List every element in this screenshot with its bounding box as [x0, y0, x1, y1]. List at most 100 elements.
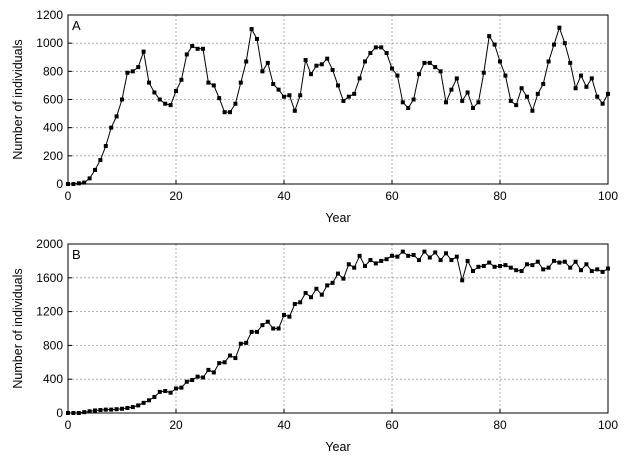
- panel-b-data-point: [163, 389, 168, 394]
- panel-a-data-point: [287, 93, 292, 98]
- panel-b-data-point: [433, 250, 438, 255]
- panel-b-data-point: [368, 258, 373, 263]
- panel-b-data-point: [357, 253, 362, 258]
- panel-a-data-point: [244, 59, 249, 64]
- panel-b-y-tick-label: 800: [43, 338, 63, 352]
- panel-a-data-point: [168, 103, 173, 108]
- panel-a-data-point: [341, 98, 346, 103]
- panel-a-data-point: [460, 98, 465, 103]
- panel-a-data-point: [303, 58, 308, 63]
- panel-a-data-point: [211, 83, 216, 88]
- panel-b-data-point: [471, 269, 475, 274]
- panel-a-data-point: [579, 73, 583, 78]
- panel-b-x-axis-title: Year: [325, 440, 350, 454]
- panel-a-data-point: [98, 158, 103, 163]
- panel-b-data-point: [579, 268, 583, 273]
- panel-a-data-point: [282, 94, 286, 99]
- panel-b-data-point: [363, 263, 367, 268]
- panel-b-data-point: [184, 379, 189, 384]
- panel-a-data-point: [514, 103, 519, 108]
- panel-a-data-point: [454, 76, 459, 81]
- panel-b-data-point: [287, 314, 292, 319]
- panel-b-data-point: [438, 258, 443, 263]
- panel-b-data-point: [595, 267, 600, 272]
- panel-a-data-point: [195, 46, 200, 51]
- panel-b-markers: [66, 249, 610, 415]
- panel-b-data-point: [233, 356, 238, 361]
- panel-b-data-point: [514, 268, 519, 273]
- panel-b-data-point: [444, 251, 448, 256]
- panel-b-data-point: [411, 252, 416, 257]
- panel-a-label: A: [72, 18, 81, 33]
- panel-a-data-point: [600, 101, 605, 106]
- panel-a-y-tick-label: 0: [56, 177, 63, 191]
- panel-b-data-point: [427, 255, 432, 260]
- panel-b-y-tick-label: 0: [56, 406, 63, 420]
- panel-b-data-point: [525, 262, 529, 267]
- panel-a-data-point: [395, 73, 400, 78]
- panel-b-data-point: [449, 258, 454, 263]
- panel-a-data-point: [406, 105, 411, 110]
- panel-a-data-point: [535, 91, 540, 96]
- panel-a-data-point: [87, 176, 92, 181]
- panel-b-data-point: [260, 323, 265, 328]
- panel-b-data-point: [476, 264, 481, 269]
- panel-b-data-point: [406, 253, 411, 258]
- panel-b-data-point: [552, 258, 556, 263]
- panel-a-data-point: [368, 51, 373, 56]
- panel-a-data-point: [265, 60, 270, 65]
- panel-b-data-point: [141, 400, 146, 405]
- panel-b-data-point: [190, 378, 195, 383]
- panel-a-y-tick-label: 600: [43, 93, 63, 107]
- panel-a-data-point: [530, 108, 535, 113]
- panel-b-data-point: [292, 301, 297, 306]
- panel-b-data-point: [600, 269, 605, 274]
- panel-a-data-point: [292, 108, 297, 113]
- panel-b-data-point: [400, 249, 405, 254]
- panel-a-data-point: [233, 101, 238, 106]
- panel-b-data-point: [71, 411, 76, 415]
- panel-a-data-point: [120, 97, 124, 102]
- panel-a-data-point: [379, 45, 384, 50]
- panel-a-data-point: [238, 80, 243, 85]
- panel-a-data-point: [163, 101, 168, 106]
- panel-b-data-point: [535, 259, 540, 264]
- panel-a-data-point: [76, 181, 81, 186]
- panel-b-data-point: [573, 259, 578, 264]
- panel-b-x-tick-label: 40: [277, 418, 291, 432]
- panel-b-data-point: [265, 319, 270, 324]
- panel-b-data-point: [519, 269, 524, 274]
- panel-b-data-point: [346, 262, 351, 267]
- panel-b-data-point: [557, 260, 562, 265]
- panel-a-data-point: [595, 94, 600, 99]
- panel-a-data-point: [276, 87, 281, 92]
- panel-b-data-point: [541, 267, 546, 272]
- panel-a-data-point: [552, 42, 556, 47]
- panel-a-data-point: [206, 80, 211, 85]
- panel-a-data-point: [298, 93, 303, 98]
- panel-b-data-point: [498, 263, 502, 268]
- panel-a-data-point: [314, 63, 319, 68]
- panel-a-x-tick-label: 60: [385, 189, 399, 203]
- panel-a-data-point: [503, 73, 508, 78]
- panel-a-data-point: [465, 90, 470, 95]
- panel-a-data-point: [363, 59, 367, 64]
- panel-b-data-point: [136, 403, 141, 408]
- panel-b-data-point: [82, 410, 87, 415]
- panel-a-data-point: [568, 60, 573, 65]
- panel-b-x-tick-label: 60: [385, 418, 399, 432]
- panel-b-data-point: [568, 265, 573, 270]
- panel-a-data-point: [130, 69, 135, 74]
- panel-a-data-point: [222, 110, 227, 115]
- panel-b-data-point: [508, 265, 513, 270]
- panel-a-data-point: [217, 96, 222, 101]
- panel-b-data-point: [114, 407, 119, 412]
- panel-a-data-point: [319, 62, 324, 67]
- panel-a-markers: [66, 25, 610, 186]
- panel-b-data-point: [66, 411, 70, 415]
- panel-a-y-tick-label: 200: [43, 149, 63, 163]
- panel-b-data-point: [465, 258, 470, 263]
- panel-b-ticks: 0 20 40 60 80 100 0 400 800 1200 1600 2000: [36, 237, 618, 432]
- panel-b-data-point: [325, 283, 330, 288]
- panel-b-data-point: [336, 271, 340, 276]
